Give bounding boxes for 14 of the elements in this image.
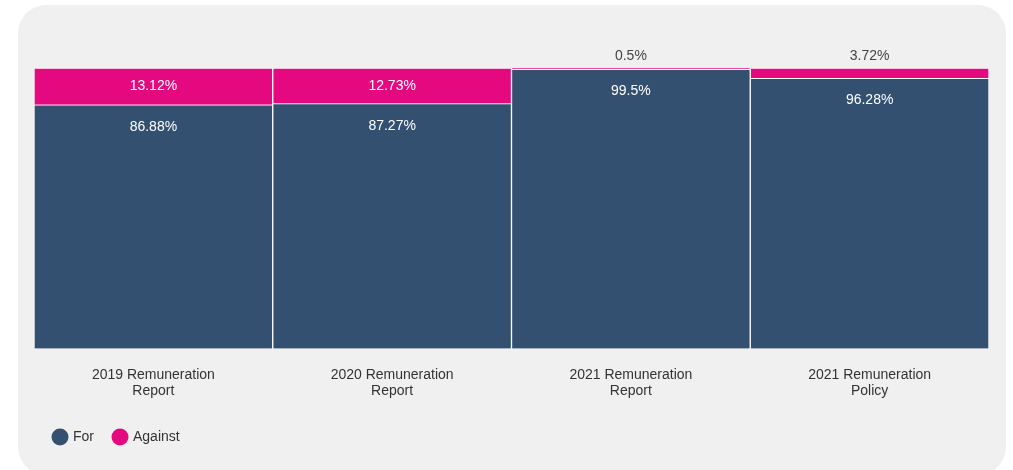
data-label: 12.73% [368,76,416,93]
x-tick-label: 2021 Remuneration Report [569,365,693,399]
x-tick-label: 2020 Remuneration Report [330,365,454,399]
data-label: 3.72% [849,46,890,63]
x-tick-label: 2019 Remuneration Report [91,365,215,399]
legend-label: Against [133,427,180,444]
data-label: 13.12% [129,77,178,94]
data-label: 87.27% [368,116,416,133]
data-label: 96.28% [845,91,894,108]
data-label: 99.5% [611,82,651,99]
data-label: 0.5% [614,46,647,63]
legend-label: For [73,427,95,444]
x-tick-label: 2021 Remuneration Policy [808,365,932,399]
data-label: 86.88% [129,117,178,134]
